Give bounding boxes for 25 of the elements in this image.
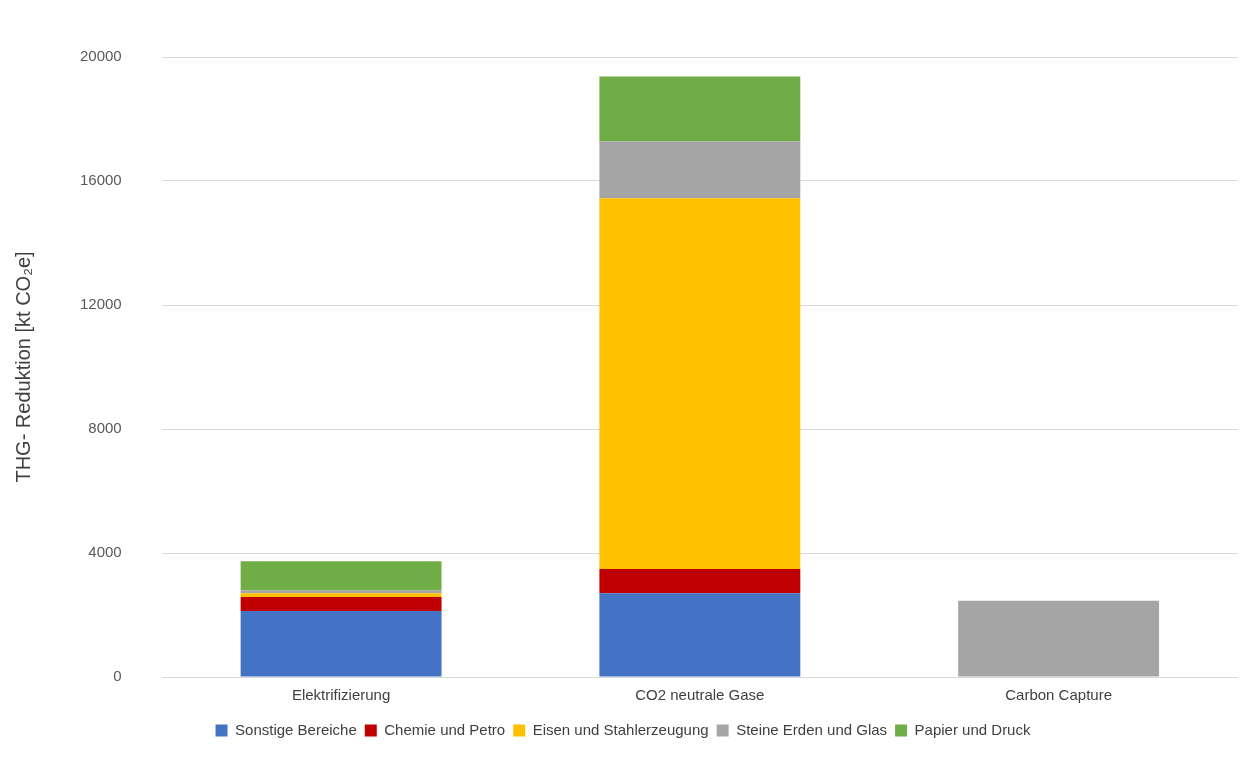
legend-label: Sonstige Bereiche — [235, 720, 357, 738]
y-tick-label: 4000 — [88, 543, 122, 561]
bar — [599, 593, 801, 677]
x-tick-label: Elektrifizierung — [291, 686, 391, 704]
bar — [599, 76, 801, 142]
legend-label: Steine Erden und Glas — [736, 720, 888, 738]
x-tick-label: Carbon Capture — [1005, 686, 1112, 704]
y-tick-label: 12000 — [79, 295, 122, 313]
bar — [599, 569, 801, 594]
bar — [240, 561, 442, 591]
legend-label: Eisen und Stahlerzeugung — [532, 720, 709, 738]
bar — [240, 593, 442, 598]
legend-label: Chemie und Petro — [384, 720, 506, 738]
y-tick-label: 8000 — [88, 419, 122, 437]
bar — [240, 597, 442, 611]
bar — [599, 198, 801, 570]
y-tick-label: 0 — [113, 667, 122, 685]
bar — [240, 610, 442, 677]
y-tick-label: 16000 — [79, 171, 122, 189]
x-tick-label: CO2 neutrale Gase — [635, 686, 765, 704]
legend-label: Papier und Druck — [914, 720, 1031, 738]
y-axis-title: THG- Reduktion [kt CO₂e] — [11, 251, 34, 483]
bar — [599, 141, 801, 199]
bar — [958, 600, 1160, 677]
y-tick-label: 20000 — [79, 47, 122, 65]
